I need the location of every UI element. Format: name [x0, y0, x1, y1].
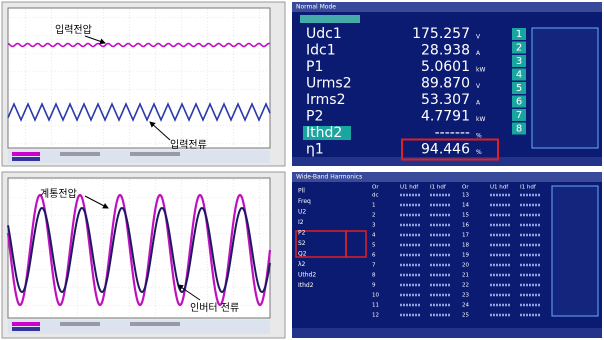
- order: 25: [462, 313, 469, 319]
- key-label: 7: [516, 110, 522, 121]
- order: 17: [462, 233, 469, 239]
- order: 18: [462, 243, 469, 249]
- param: Q2: [298, 251, 307, 258]
- reading-unit: kW: [476, 67, 485, 74]
- reading-name: Ithd2: [306, 125, 342, 141]
- order: 22: [462, 283, 469, 289]
- reading-name: Idc1: [306, 43, 336, 59]
- reading-unit: %: [476, 133, 482, 140]
- order: 12: [372, 313, 379, 319]
- param: Freq: [298, 198, 311, 205]
- order: 8: [372, 273, 376, 279]
- key-label: 1: [516, 29, 522, 40]
- key-label: 3: [516, 56, 522, 67]
- order: 9: [372, 283, 376, 289]
- order: 20: [462, 263, 469, 269]
- param: U2: [298, 209, 306, 216]
- scope-top: [2, 2, 285, 166]
- col-header: Or: [462, 185, 469, 191]
- reading-value: 4.7791: [421, 109, 470, 125]
- key-label: 5: [516, 83, 522, 94]
- order: 13: [462, 193, 469, 199]
- order: 7: [372, 263, 376, 269]
- param: Pll: [298, 188, 305, 195]
- order: 11: [372, 303, 379, 309]
- reading-unit: kW: [476, 116, 485, 123]
- reading-unit: %: [476, 149, 482, 156]
- param: λ2: [298, 261, 306, 268]
- annotation: 계통전압: [40, 187, 77, 200]
- reading-name: Irms2: [306, 92, 345, 108]
- page: 입력전압 입력전류 계통전압 인버터 전류 Normal Mode Udc117…: [0, 0, 604, 340]
- order: 21: [462, 273, 469, 279]
- order: 24: [462, 303, 469, 309]
- reading-value: 28.938: [421, 43, 470, 59]
- key-label: 6: [516, 97, 522, 108]
- key-label: 2: [516, 43, 522, 54]
- reading-name: Udc1: [306, 26, 342, 42]
- reading-value: 5.0601: [421, 59, 470, 75]
- reading-value: 175.257: [412, 26, 470, 42]
- order: 16: [462, 223, 469, 229]
- param: S2: [298, 240, 306, 247]
- col-header: U1 hdf: [400, 185, 419, 191]
- reading-value: 94.446: [421, 142, 470, 158]
- order: 2: [372, 213, 376, 219]
- reading-name: P2: [306, 109, 323, 125]
- order: 10: [372, 293, 379, 299]
- param: Ithd2: [298, 282, 314, 289]
- order: 3: [372, 223, 376, 229]
- reading-value: 53.307: [421, 92, 470, 108]
- reading-name: η1: [306, 142, 324, 158]
- key-label: 4: [516, 70, 522, 81]
- order: 5: [372, 243, 376, 249]
- order: 4: [372, 233, 376, 239]
- col-header: I1 hdf: [430, 185, 447, 191]
- col-header: U1 hdf: [490, 185, 509, 191]
- annotation: 입력전압: [55, 23, 92, 36]
- order: dc: [372, 193, 379, 199]
- key-label: 8: [516, 124, 522, 135]
- mode: Normal Mode: [296, 4, 336, 11]
- param: P2: [298, 230, 306, 237]
- param: I2: [298, 219, 304, 226]
- reading-value: 89.870: [421, 76, 470, 92]
- reading-name: P1: [306, 59, 323, 75]
- order: 19: [462, 253, 469, 259]
- annotation: 인버터 전류: [190, 302, 239, 314]
- annotation: 입력전류: [170, 138, 207, 151]
- col-header: Or: [372, 185, 379, 191]
- reading-name: Urms2: [306, 76, 352, 92]
- order: 23: [462, 293, 469, 299]
- order: 6: [372, 253, 376, 259]
- order: 14: [462, 203, 469, 209]
- order: 15: [462, 213, 469, 219]
- harmonics-title: Wide-Band Harmonics: [296, 174, 362, 181]
- col-header: I1 hdf: [520, 185, 537, 191]
- param: Uthd2: [298, 272, 316, 279]
- order: 1: [372, 203, 376, 209]
